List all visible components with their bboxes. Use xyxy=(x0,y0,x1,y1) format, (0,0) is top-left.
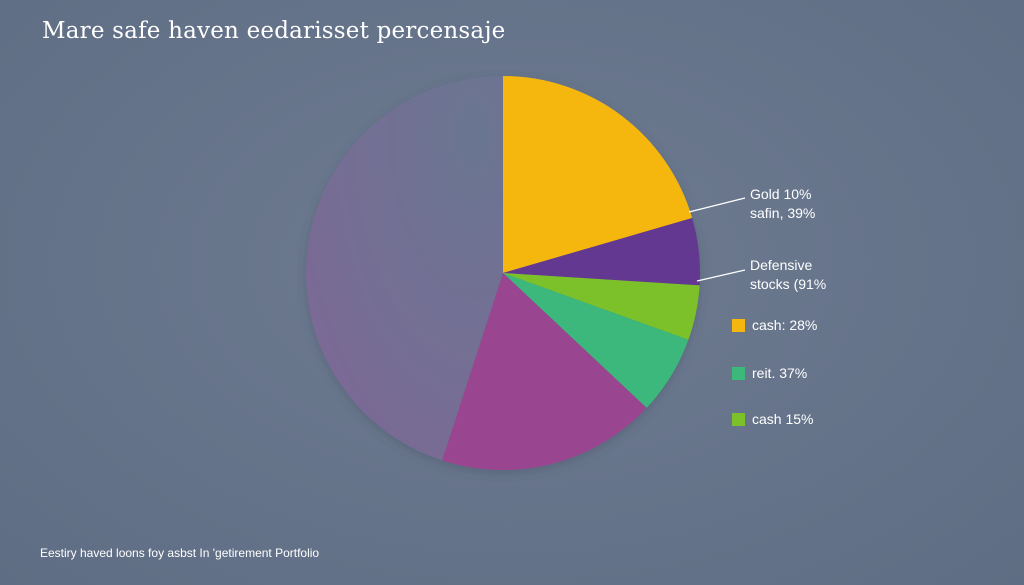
callout-defensive-line2: stocks (91% xyxy=(750,276,827,292)
pie-slice-reit xyxy=(503,273,689,408)
legend-label: reit. 37% xyxy=(752,365,808,381)
pie-slice-cash xyxy=(503,273,700,340)
callout-defensive-line1: Defensive xyxy=(750,257,813,273)
legend-swatch-green xyxy=(732,366,745,380)
legend-item-cash-28: cash: 28% xyxy=(732,317,817,333)
callout-gold-line2: safin, 39% xyxy=(750,205,816,221)
leader-lines xyxy=(688,197,746,282)
leader-line-defensive-stocks xyxy=(696,269,746,282)
pie-slices xyxy=(305,76,700,471)
leader-line-gold xyxy=(688,197,746,213)
pie-slice-grey-segment xyxy=(305,76,503,461)
pie-slice-magenta-segment xyxy=(442,273,647,471)
chart-caption: Eestiry haved loons foy asbst In 'getire… xyxy=(40,546,320,560)
legend-item-cash-15: cash 15% xyxy=(732,411,813,427)
pie-slice-gold xyxy=(503,76,693,273)
legend-swatch-yellow xyxy=(732,318,745,332)
legend-label: cash 15% xyxy=(752,411,814,427)
legend-swatch-lime xyxy=(732,412,745,426)
pie-slice-defensive-stocks xyxy=(503,218,700,286)
callout-defensive-stocks: Defensive stocks (91% xyxy=(750,256,826,294)
legend-item-reit: reit. 37% xyxy=(732,365,807,381)
legend-label: cash: 28% xyxy=(752,317,818,333)
chart-title: Mare safe haven eedarisset percensaje xyxy=(42,18,506,44)
callout-gold: Gold 10% safin, 39% xyxy=(750,185,815,223)
callout-gold-line1: Gold 10% xyxy=(750,186,812,202)
